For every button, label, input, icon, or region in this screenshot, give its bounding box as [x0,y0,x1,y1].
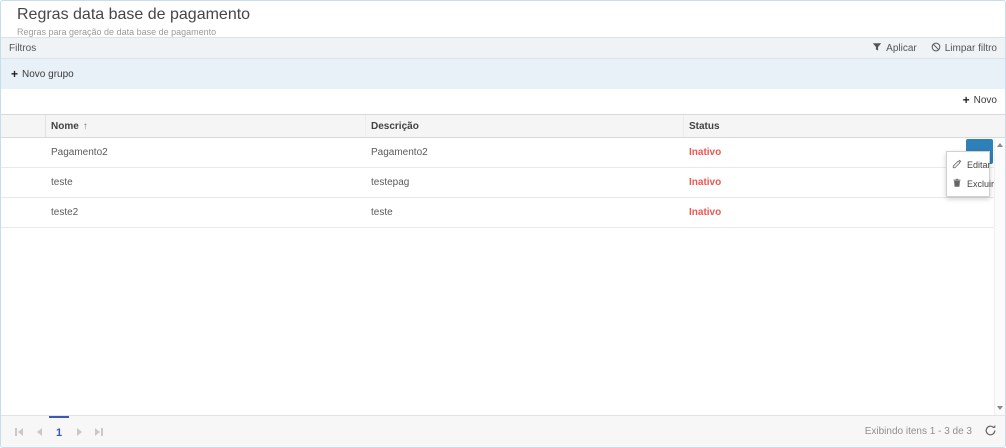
cell-status: Inativo [689,147,722,158]
grid-header: Nome ↑ Descrição Status [1,114,1005,138]
cell-descricao: teste [371,207,393,218]
new-group-label: Novo grupo [22,68,74,80]
next-page-button[interactable] [69,416,89,447]
new-item-button[interactable]: + Novo [963,94,997,106]
page-subtitle: Regras para geração de data base de paga… [17,27,217,37]
arrow-right-icon [76,427,82,436]
apply-filter-label: Aplicar [886,42,917,54]
cell-nome: Pagamento2 [51,147,108,158]
header-cell-descricao[interactable]: Descrição [366,115,684,137]
row-context-menu: Editar Excluir [946,151,994,197]
clear-filter-button[interactable]: Limpar filtro [931,42,997,55]
cell-descricao: testepag [371,177,410,188]
header-cell-nome[interactable]: Nome ↑ [46,115,366,137]
page-title: Regras data base de pagamento [17,6,251,23]
apply-filter-button[interactable]: Aplicar [872,42,917,55]
edit-label: Editar [967,159,991,170]
new-group-band: + Novo grupo [1,59,1005,89]
cell-status: Inativo [689,177,722,188]
pencil-icon [952,159,962,171]
pager: 1 Exibindo itens 1 - 3 de 3 [1,415,1005,447]
filter-actions: Aplicar Limpar filtro [872,42,997,55]
cell-descricao: Pagamento2 [371,147,428,158]
filters-label: Filtros [9,42,37,54]
nome-column-label: Nome [51,120,79,132]
previous-page-button[interactable] [29,416,49,447]
plus-icon: + [962,93,970,107]
cell-status: Inativo [689,207,722,218]
scroll-up-icon[interactable] [997,143,1003,147]
new-group-button[interactable]: + Novo grupo [11,68,74,80]
grid-body: Pagamento2 Pagamento2 Inativo teste test… [1,138,994,228]
seek-last-icon [101,427,103,436]
last-page-button[interactable] [89,416,109,447]
filter-bar: Filtros Aplicar Limpar filtro [1,37,1005,59]
table-toolbar: + Novo [1,89,1005,114]
clear-filter-label: Limpar filtro [944,42,997,54]
scroll-down-icon[interactable] [997,406,1003,410]
pager-nav: 1 [9,416,109,447]
refresh-button[interactable] [984,424,997,440]
table-row[interactable]: teste testepag Inativo [1,168,994,198]
header-cell-empty [1,115,46,137]
menu-item-delete[interactable]: Excluir [947,174,994,193]
table-row[interactable]: teste2 teste Inativo [1,198,994,228]
vertical-scrollbar[interactable] [994,138,1005,415]
filter-funnel-icon [872,42,882,55]
trash-icon [952,178,962,190]
page-number-current[interactable]: 1 [49,416,69,447]
page-header: Regras data base de pagamento Regras par… [1,1,1005,37]
header-cell-status[interactable]: Status [684,115,1005,137]
cell-nome: teste2 [51,207,79,218]
descricao-column-label: Descrição [371,120,419,132]
delete-label: Excluir [967,178,995,189]
pager-summary: Exibindo itens 1 - 3 de 3 [864,426,972,437]
sort-ascending-icon: ↑ [82,120,88,132]
menu-item-edit[interactable]: Editar [947,155,991,174]
plus-icon: + [11,67,19,81]
arrow-left-icon [36,427,42,436]
refresh-icon [984,424,997,440]
new-item-label: Novo [973,94,997,106]
first-page-button[interactable] [9,416,29,447]
seek-first-icon [15,427,17,436]
cell-nome: teste [51,177,73,188]
circle-slash-icon [931,42,941,55]
status-column-label: Status [689,120,720,132]
pager-info: Exibindo itens 1 - 3 de 3 [865,424,997,440]
table-row[interactable]: Pagamento2 Pagamento2 Inativo [1,138,994,168]
